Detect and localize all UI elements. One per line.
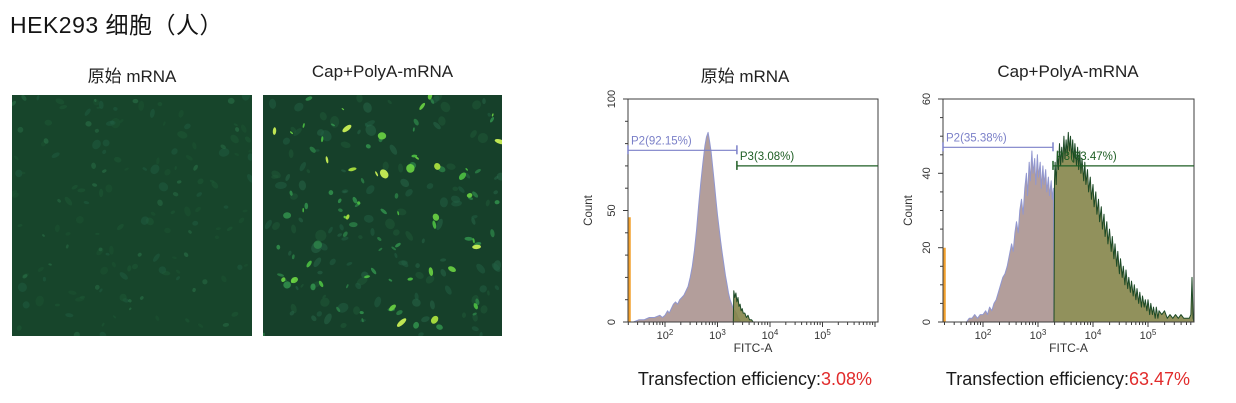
cell-blob-layer-0 [264, 95, 502, 336]
cell-blob-layer-1 [12, 95, 240, 336]
svg-text:102: 102 [657, 328, 674, 342]
svg-text:103: 103 [1030, 328, 1047, 342]
efficiency-line-original-mrna: Transfection efficiency:3.08% [590, 369, 920, 390]
cell-blob-layer-1 [263, 96, 500, 336]
cell-blob-layer-2 [281, 95, 494, 311]
gate-label: P3(63.47%) [1056, 151, 1117, 163]
micro-label-original-mrna: 原始 mRNA [87, 67, 177, 86]
efficiency-label: Transfection efficiency: [637, 369, 822, 389]
cell-blob-layer-0 [12, 95, 252, 336]
histogram-negative [966, 150, 1055, 323]
flow-title-cap-polya-mrna: Cap+PolyA-mRNA [997, 62, 1139, 81]
micro-label-cap-polya-mrna: Cap+PolyA-mRNA [311, 62, 454, 81]
efficiency-label: Transfection efficiency: [945, 369, 1130, 389]
x-axis: 102 103 104 105 [944, 322, 1192, 342]
flow-title-original-mrna: 原始 mRNA [700, 67, 790, 86]
gate-p2: P2(92.15%) [627, 135, 738, 155]
gate-p3: P3(3.08%) [736, 151, 878, 170]
svg-text:105: 105 [1140, 328, 1157, 342]
x-axis: 102 103 104 105 [627, 322, 876, 342]
flow-histogram-original-mrna: 0 50 100 Count 102 103 104 105 FITC-A P2(92.15%) P… [583, 90, 879, 355]
efficiency-line-cap-polya-mrna: Transfection efficiency:63.47% [900, 369, 1236, 390]
x-axis-label: FITC-A [1049, 341, 1088, 355]
svg-text:103: 103 [709, 328, 726, 342]
svg-text:50: 50 [606, 204, 618, 216]
flow-histogram-cap-polya-mrna: 0 20 40 60 Count 102 103 104 105 FITC-A P2(35.38%)… [903, 93, 1195, 355]
cell-blob-layer-3 [272, 124, 502, 327]
gate-label: P3(3.08%) [740, 151, 795, 163]
y-axis: 0 20 40 60 [921, 93, 943, 325]
gate-p2: P2(35.38%) [942, 132, 1054, 152]
svg-text:20: 20 [921, 242, 933, 254]
histogram-positive [732, 290, 754, 323]
gate-label: P2(35.38%) [946, 132, 1007, 144]
plot-frame [627, 98, 879, 323]
fluorescence-image-original-mrna [12, 95, 252, 336]
svg-text:60: 60 [921, 93, 933, 105]
gate-p3: P3(63.47%) [1052, 151, 1194, 170]
svg-text:105: 105 [814, 328, 831, 342]
svg-text:40: 40 [921, 167, 933, 179]
fluorescence-image-cap-polya-mrna [263, 95, 502, 336]
efficiency-value: 3.08% [821, 369, 873, 389]
histogram-positive [1053, 131, 1195, 323]
svg-text:100: 100 [606, 90, 618, 108]
svg-text:104: 104 [762, 328, 779, 342]
svg-text:102: 102 [975, 328, 992, 342]
y-axis-label: Count [903, 194, 915, 225]
svg-text:0: 0 [606, 319, 618, 325]
histogram-negative [633, 131, 742, 323]
page-title: HEK293 细胞（人） [10, 12, 224, 38]
svg-text:0: 0 [921, 319, 933, 325]
y-axis: 0 50 100 [606, 90, 628, 325]
x-axis-label: FITC-A [734, 341, 773, 355]
y-axis-label: Count [583, 194, 595, 225]
svg-text:104: 104 [1085, 328, 1102, 342]
efficiency-value: 63.47% [1129, 369, 1191, 389]
micro-background [12, 95, 252, 336]
gate-label: P2(92.15%) [631, 135, 692, 147]
